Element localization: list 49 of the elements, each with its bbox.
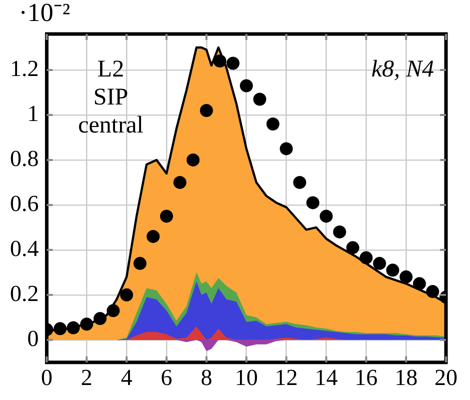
point bbox=[213, 54, 226, 68]
point bbox=[106, 304, 120, 318]
text: ·10⁻² bbox=[18, 0, 70, 27]
annotation: k8, N4 bbox=[371, 56, 434, 82]
point bbox=[253, 92, 266, 106]
point bbox=[54, 322, 67, 336]
point bbox=[266, 117, 280, 130]
point bbox=[412, 277, 426, 290]
y-tick-label: 1 bbox=[27, 101, 39, 126]
y-tick-label: 0.8 bbox=[10, 146, 39, 172]
point bbox=[66, 321, 80, 334]
y-tick-label: 0.2 bbox=[10, 280, 39, 306]
point bbox=[226, 56, 240, 70]
x-tick-label: 18 bbox=[394, 365, 418, 390]
point bbox=[200, 104, 213, 117]
point bbox=[173, 176, 186, 189]
point bbox=[320, 210, 333, 223]
y-tick-label: 0.6 bbox=[10, 190, 39, 216]
x-tick-label: 20 bbox=[434, 365, 458, 390]
point bbox=[133, 256, 146, 270]
point bbox=[333, 225, 346, 238]
x-tick-label: 8 bbox=[200, 365, 212, 390]
x-tick-label: 12 bbox=[274, 365, 298, 390]
y-tick-label: 1.2 bbox=[10, 56, 39, 82]
point bbox=[293, 176, 306, 189]
point bbox=[146, 230, 160, 243]
point bbox=[94, 312, 107, 326]
y-tick-label: 0 bbox=[27, 326, 39, 351]
point bbox=[386, 264, 400, 277]
x-tick-label: 6 bbox=[160, 365, 172, 390]
annotation: L2 SIP central bbox=[78, 56, 144, 138]
point bbox=[360, 251, 373, 264]
point bbox=[346, 241, 360, 254]
point bbox=[426, 285, 440, 298]
point bbox=[120, 288, 134, 302]
point bbox=[80, 318, 94, 331]
x-tick-label: 14 bbox=[314, 365, 338, 390]
point bbox=[186, 153, 200, 166]
point bbox=[306, 196, 320, 210]
point bbox=[160, 210, 174, 223]
x-tick-label: 10 bbox=[234, 365, 258, 390]
point bbox=[240, 79, 253, 92]
y-tick-label: 0.4 bbox=[10, 236, 40, 261]
point bbox=[400, 270, 413, 284]
x-tick-label: 16 bbox=[354, 365, 378, 390]
x-tick-label: 4 bbox=[120, 365, 133, 390]
point bbox=[373, 256, 386, 270]
x-tick-label: 2 bbox=[80, 365, 92, 390]
point bbox=[280, 142, 293, 156]
